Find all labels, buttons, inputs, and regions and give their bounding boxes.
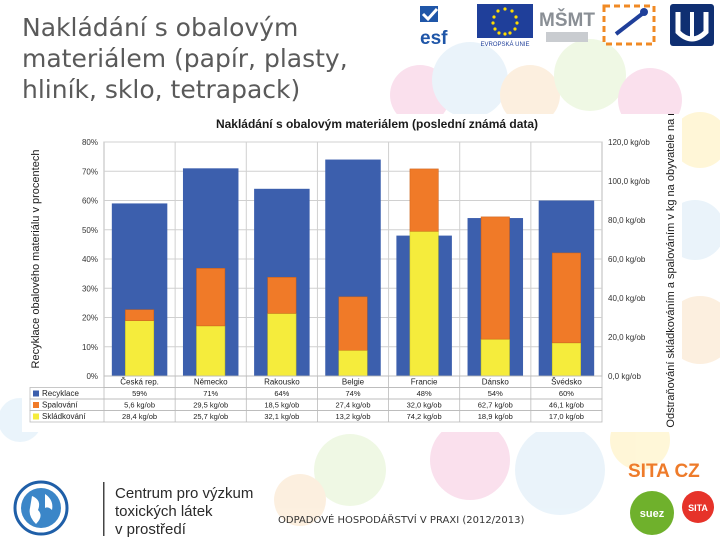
bar-spalovani bbox=[125, 309, 155, 321]
x-tick-label: Dánsko bbox=[482, 378, 510, 387]
y2-tick-label: 20,0 kg/ob bbox=[608, 333, 646, 342]
logo-strip: esf EVROPSKÁ UNIE MŠMT bbox=[418, 2, 720, 48]
bar-skladkovani bbox=[196, 325, 226, 377]
bar-skladkovani bbox=[267, 313, 297, 377]
legend-swatch bbox=[33, 413, 39, 420]
data-label: 48% bbox=[417, 389, 432, 398]
data-label: 32,0 kg/ob bbox=[407, 401, 442, 410]
y-tick-label: 10% bbox=[82, 343, 98, 352]
y-tick-label: 30% bbox=[82, 284, 98, 293]
center-name-line2: toxických látek bbox=[115, 503, 213, 520]
data-label: 74,2 kg/ob bbox=[407, 412, 442, 421]
bar-spalovani bbox=[338, 296, 368, 351]
slide-title: Nakládání s obalovým materiálem (papír, … bbox=[22, 13, 348, 104]
chart-container: Nakládání s obalovým materiálem (posledn… bbox=[22, 114, 682, 432]
y-tick-label: 80% bbox=[82, 138, 98, 147]
data-label: 32,1 kg/ob bbox=[264, 412, 299, 421]
x-tick-label: Švédsko bbox=[551, 378, 582, 387]
y2-tick-label: 0,0 kg/ob bbox=[608, 372, 641, 381]
data-label: 59% bbox=[132, 389, 147, 398]
y-tick-label: 20% bbox=[82, 314, 98, 323]
y2-tick-label: 40,0 kg/ob bbox=[608, 294, 646, 303]
legend-label: Recyklace bbox=[42, 389, 79, 398]
legend-swatch bbox=[33, 402, 39, 408]
data-label: 74% bbox=[345, 389, 360, 398]
msmt-logo: MŠMT bbox=[539, 9, 595, 42]
bar-spalovani bbox=[551, 252, 581, 344]
data-label: 64% bbox=[274, 389, 289, 398]
bar-skladkovani bbox=[551, 342, 581, 377]
x-tick-label: Belgie bbox=[342, 378, 365, 387]
svg-text:SITA CZ: SITA CZ bbox=[628, 461, 700, 482]
bar-spalovani bbox=[196, 268, 226, 327]
bar-skladkovani bbox=[338, 350, 368, 377]
data-label: 27,4 kg/ob bbox=[335, 401, 370, 410]
data-label: 18,5 kg/ob bbox=[264, 401, 299, 410]
chart-title: Nakládání s obalovým materiálem (posledn… bbox=[216, 117, 538, 131]
x-tick-label: Německo bbox=[194, 378, 228, 387]
esf-logo: esf bbox=[420, 6, 448, 48]
table-row bbox=[29, 410, 603, 423]
legend-label: Spalování bbox=[42, 401, 78, 410]
data-label: 54% bbox=[488, 389, 503, 398]
svg-text:SITA: SITA bbox=[688, 503, 708, 513]
y2-tick-label: 80,0 kg/ob bbox=[608, 216, 646, 225]
university-logo bbox=[670, 4, 714, 46]
y-tick-label: 40% bbox=[82, 255, 98, 264]
eu-flag-logo: EVROPSKÁ UNIE bbox=[477, 4, 533, 48]
chart: Nakládání s obalovým materiálem (posledn… bbox=[22, 114, 682, 432]
recetox-logo: Centrum pro výzkum toxických látek v pro… bbox=[13, 480, 253, 538]
x-tick-label: Francie bbox=[411, 378, 438, 387]
bar-skladkovani bbox=[480, 338, 510, 377]
data-label: 5,6 kg/ob bbox=[124, 401, 155, 410]
data-label: 25,7 kg/ob bbox=[193, 412, 228, 421]
sita-logo: SITA CZ suez SITA bbox=[628, 461, 714, 535]
y-axis-label: Recyklace obalového materiálu v procente… bbox=[30, 150, 42, 369]
op-vk-logo bbox=[602, 4, 656, 46]
bar-spalovani bbox=[480, 216, 510, 340]
y2-tick-label: 100,0 kg/ob bbox=[608, 177, 650, 186]
data-label: 13,2 kg/ob bbox=[335, 412, 370, 421]
center-name-line3: v prostředí bbox=[115, 521, 187, 538]
data-label: 71% bbox=[203, 389, 218, 398]
y-tick-label: 0% bbox=[86, 372, 98, 381]
slide-footer: ODPADOVÉ HOSPODÁŘSTVÍ V PRAXI (2012/2013… bbox=[278, 515, 525, 526]
data-label: 60% bbox=[559, 389, 574, 398]
y-tick-label: 50% bbox=[82, 226, 98, 235]
data-label: 46,1 kg/ob bbox=[549, 401, 584, 410]
svg-text:EVROPSKÁ UNIE: EVROPSKÁ UNIE bbox=[480, 41, 529, 48]
svg-text:suez: suez bbox=[640, 508, 665, 520]
svg-text:esf: esf bbox=[420, 28, 448, 48]
y2-tick-label: 60,0 kg/ob bbox=[608, 255, 646, 264]
bar-skladkovani bbox=[409, 231, 439, 377]
data-label: 17,0 kg/ob bbox=[549, 412, 584, 421]
svg-text:MŠMT: MŠMT bbox=[539, 9, 595, 31]
y2-axis-label: Odstraňování skládkováním a spalováním v… bbox=[665, 114, 677, 428]
center-name-line1: Centrum pro výzkum bbox=[115, 485, 253, 502]
x-tick-label: Česká rep. bbox=[120, 378, 159, 387]
data-label: 62,7 kg/ob bbox=[478, 401, 513, 410]
y-tick-label: 60% bbox=[82, 197, 98, 206]
data-label: 28,4 kg/ob bbox=[122, 412, 157, 421]
y-tick-label: 70% bbox=[82, 167, 98, 176]
x-tick-label: Rakousko bbox=[264, 378, 300, 387]
bar-spalovani bbox=[267, 277, 297, 314]
bar-skladkovani bbox=[125, 320, 155, 377]
y2-tick-label: 120,0 kg/ob bbox=[608, 138, 650, 147]
legend-swatch bbox=[33, 390, 39, 397]
bar-spalovani bbox=[409, 168, 439, 232]
legend-label: Skládkování bbox=[42, 412, 86, 421]
data-label: 29,5 kg/ob bbox=[193, 401, 228, 410]
data-label: 18,9 kg/ob bbox=[478, 412, 513, 421]
